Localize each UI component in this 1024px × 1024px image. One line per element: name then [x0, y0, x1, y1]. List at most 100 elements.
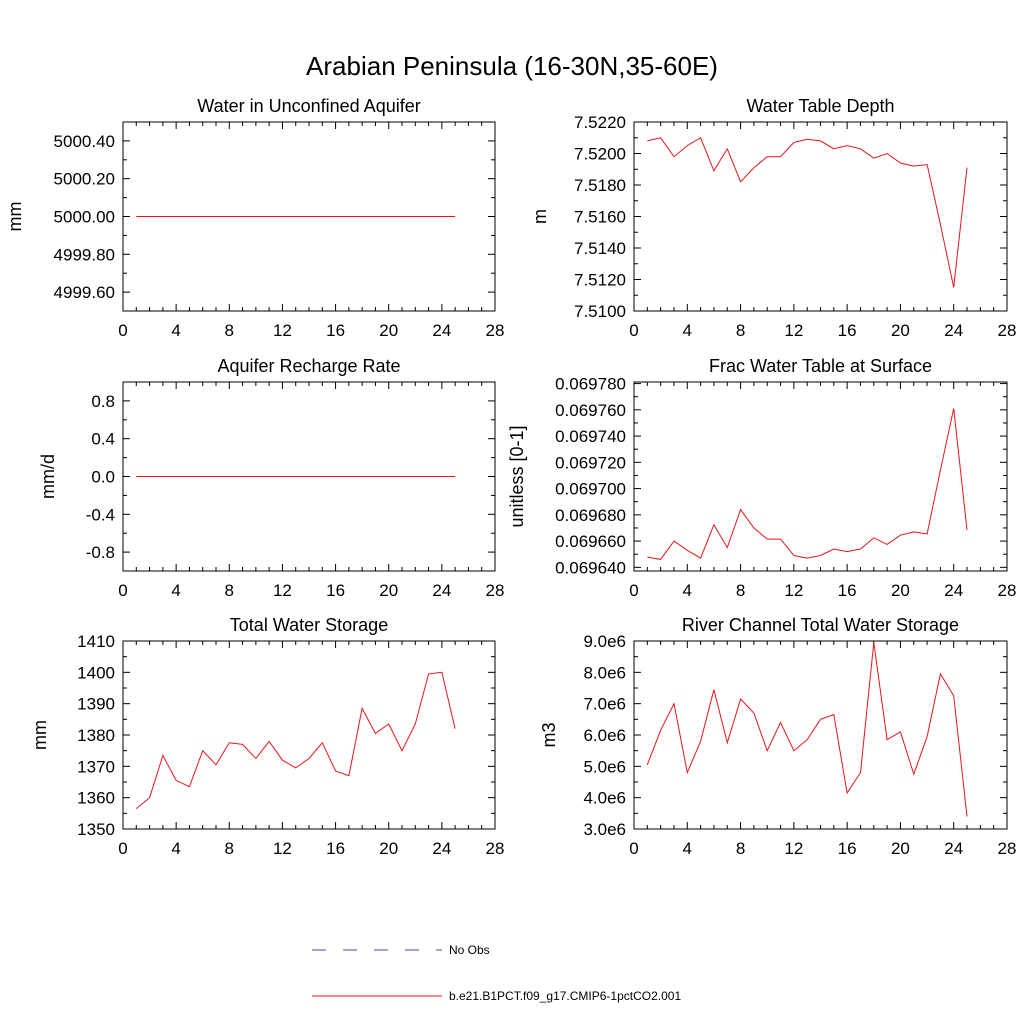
x-tick-label: 28 [486, 321, 505, 340]
x-tick-label: 4 [171, 839, 180, 858]
x-tick-label: 28 [486, 581, 505, 600]
y-tick-label: 0.069720 [555, 453, 626, 472]
y-axis-label: mm [5, 202, 25, 232]
y-tick-label: 7.5100 [574, 302, 626, 321]
x-tick-label: 0 [118, 839, 127, 858]
x-tick-label: 24 [944, 321, 963, 340]
x-tick-label: 20 [891, 581, 910, 600]
y-tick-label: 7.5140 [574, 239, 626, 258]
x-tick-label: 24 [432, 581, 451, 600]
y-tick-label: 1410 [77, 632, 115, 651]
series-line [647, 137, 968, 288]
y-tick-label: 7.5120 [574, 271, 626, 290]
y-axis-label: m3 [539, 722, 559, 747]
y-tick-label: 1370 [77, 757, 115, 776]
y-tick-label: 9.0e6 [583, 632, 626, 651]
legend: No Obs b.e21.B1PCT.f09_g17.CMIP6-1pctCO2… [312, 943, 681, 1003]
y-tick-label: 4999.60 [54, 283, 115, 302]
y-tick-label: 0.4 [91, 430, 115, 449]
x-tick-label: 20 [891, 839, 910, 858]
x-tick-label: 24 [944, 839, 963, 858]
y-tick-label: 0.069680 [555, 506, 626, 525]
y-tick-label: 4.0e6 [583, 789, 626, 808]
x-tick-label: 16 [838, 839, 857, 858]
y-tick-label: 0.8 [91, 392, 115, 411]
y-tick-label: 7.5180 [574, 176, 626, 195]
x-tick-label: 28 [998, 839, 1017, 858]
y-tick-label: 5000.20 [54, 170, 115, 189]
y-axis-label: mm/d [38, 454, 58, 499]
y-tick-label: 0.069760 [555, 401, 626, 420]
panel-water-in-unconfined-aquifer: Water in Unconfined Aquifer 0 4 8 12 16 20 24 28… [5, 96, 504, 340]
x-tick-label: 8 [225, 839, 234, 858]
panel-aquifer-recharge-rate: Aquifer Recharge Rate 0 4 8 12 16 20 24 28 -0.8 -0… [38, 356, 504, 600]
x-tick-label: 16 [326, 581, 345, 600]
series-line [647, 408, 968, 560]
legend-label-model-run: b.e21.B1PCT.f09_g17.CMIP6-1pctCO2.001 [449, 989, 681, 1003]
x-tick-label: 12 [784, 321, 803, 340]
plot-frame [122, 640, 496, 830]
x-tick-label: 28 [998, 581, 1017, 600]
y-axis-label: unitless [0-1] [507, 425, 527, 527]
y-tick-label: 4999.80 [54, 245, 115, 264]
y-tick-label: 3.0e6 [583, 820, 626, 839]
y-tick-label: 1400 [77, 663, 115, 682]
y-axis-label: mm [30, 720, 50, 750]
y-tick-label: 1380 [77, 726, 115, 745]
x-tick-label: 0 [118, 581, 127, 600]
panel-river-channel-total-water-storage: River Channel Total Water Storage 0 4 8 12 16… [539, 615, 1016, 858]
plot-frame [633, 381, 1008, 572]
y-tick-label: 0.069640 [555, 558, 626, 577]
x-tick-label: 12 [784, 839, 803, 858]
x-tick-label: 16 [838, 321, 857, 340]
y-tick-label: 8.0e6 [583, 663, 626, 682]
panel-water-table-depth: Water Table Depth 0 4 8 12 16 20 24 28 7.5100 7.51… [530, 96, 1016, 340]
x-tick-label: 24 [432, 839, 451, 858]
plot-frame [633, 640, 1008, 830]
y-tick-label: 1390 [77, 695, 115, 714]
x-tick-label: 0 [629, 321, 638, 340]
y-tick-label: 6.0e6 [583, 726, 626, 745]
x-tick-label: 20 [379, 581, 398, 600]
panel-title: Water Table Depth [746, 96, 894, 116]
x-tick-label: 8 [225, 581, 234, 600]
x-tick-label: 8 [736, 839, 745, 858]
plot-frame [633, 121, 1008, 312]
x-tick-label: 12 [273, 581, 292, 600]
y-tick-label: 7.0e6 [583, 695, 626, 714]
x-tick-label: 4 [171, 321, 180, 340]
y-tick-label: 0.069740 [555, 427, 626, 446]
panel-title: Aquifer Recharge Rate [217, 356, 400, 376]
y-tick-label: 7.5200 [574, 145, 626, 164]
x-tick-label: 16 [326, 839, 345, 858]
y-tick-label: 5.0e6 [583, 757, 626, 776]
x-tick-label: 8 [225, 321, 234, 340]
x-tick-label: 28 [998, 321, 1017, 340]
x-tick-label: 8 [736, 321, 745, 340]
y-tick-label: 7.5160 [574, 208, 626, 227]
panel-title: Frac Water Table at Surface [709, 356, 932, 376]
x-tick-label: 4 [683, 321, 692, 340]
x-tick-label: 0 [629, 839, 638, 858]
y-tick-label: 1360 [77, 789, 115, 808]
x-tick-label: 20 [891, 321, 910, 340]
y-tick-label: 0.069700 [555, 480, 626, 499]
y-tick-label: 0.0 [91, 468, 115, 487]
x-tick-label: 4 [683, 581, 692, 600]
panel-frac-water-table-at-surface: Frac Water Table at Surface 0 4 8 12 16 20 24 28… [507, 356, 1016, 600]
x-tick-label: 28 [486, 839, 505, 858]
y-tick-label: -0.8 [86, 543, 115, 562]
x-tick-label: 24 [944, 581, 963, 600]
series-line [646, 642, 968, 817]
y-tick-label: 1350 [77, 820, 115, 839]
y-tick-label: 7.5220 [574, 113, 626, 132]
panel-total-water-storage: Total Water Storage 0 4 8 12 16 20 24 28 1350 1360… [30, 615, 504, 858]
x-tick-label: 20 [379, 839, 398, 858]
x-tick-label: 24 [432, 321, 451, 340]
figure-title: Arabian Peninsula (16-30N,35-60E) [306, 51, 718, 81]
x-tick-label: 12 [273, 321, 292, 340]
y-tick-label: 5000.00 [54, 208, 115, 227]
x-tick-label: 16 [326, 321, 345, 340]
x-tick-label: 4 [171, 581, 180, 600]
